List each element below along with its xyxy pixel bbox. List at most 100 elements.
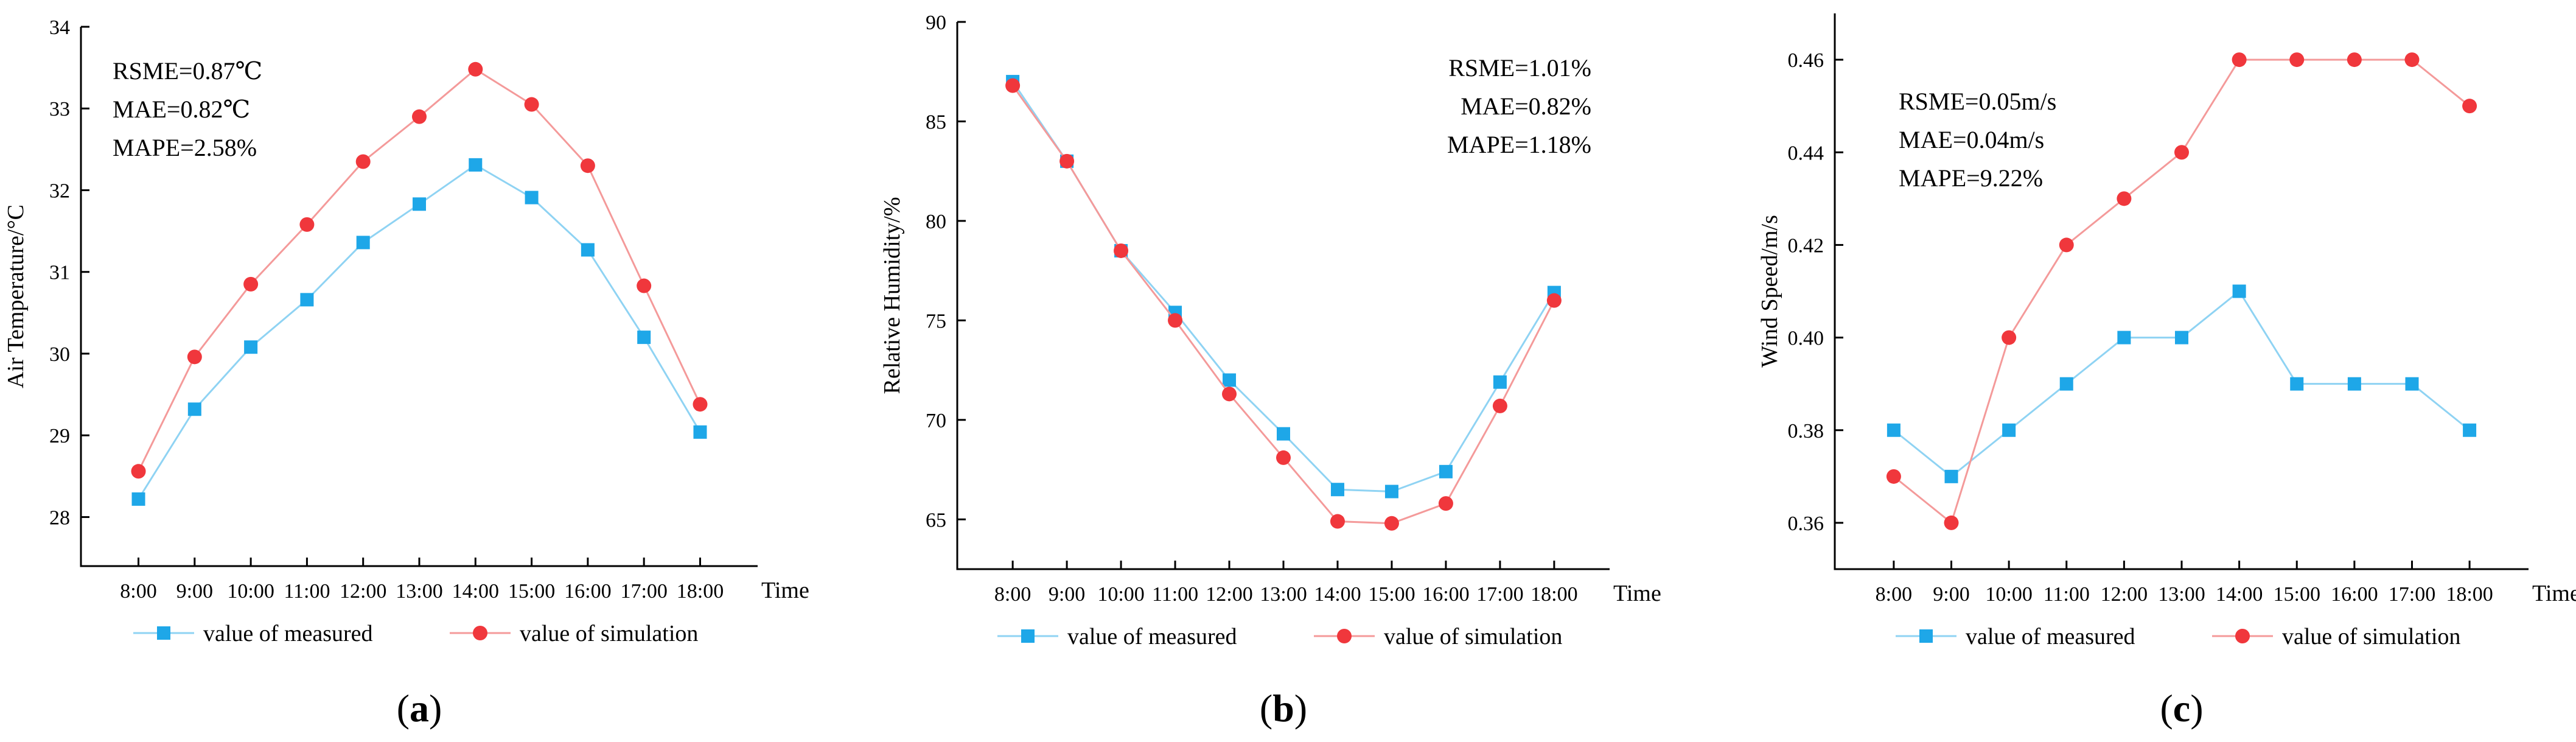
y-tick-label: 0.44: [1788, 142, 1824, 164]
x-tick-label: 8:00: [120, 580, 156, 603]
point-simulation: [2117, 191, 2132, 206]
point-simulation: [2462, 99, 2477, 114]
y-tick-label: 70: [926, 410, 946, 432]
chart-c: 0.36 0.38 0.40 0.42 0.44 0.46 8:00 9:00 10:00 11:…: [1757, 13, 2576, 730]
legend-marker-measured: [1021, 629, 1035, 643]
y-axis-label: Relative Humidity/%: [879, 197, 905, 394]
legend-label-measured: value of measured: [203, 621, 373, 646]
point-measured: [1493, 375, 1507, 389]
y-tick-label: 0.36: [1788, 513, 1824, 535]
series-line-measured: [1893, 290, 2471, 478]
x-tick-label: 13:00: [2158, 583, 2205, 606]
legend-label-simulation: value of simulation: [520, 621, 698, 646]
x-tick-label: 14:00: [1314, 583, 1361, 606]
x-tick-label: 12:00: [2101, 583, 2148, 606]
point-simulation: [1492, 398, 1507, 413]
x-axis-label: Time: [1613, 581, 1661, 606]
point-simulation: [580, 158, 595, 173]
point-measured: [2059, 377, 2073, 391]
x-tick-label: 18:00: [677, 580, 724, 603]
point-simulation: [2059, 237, 2074, 253]
x-tick-label: 17:00: [620, 580, 667, 603]
metric-annotation: MAE=0.04m/s: [1899, 126, 2044, 153]
y-tick-label: 32: [49, 180, 70, 202]
point-measured: [1887, 423, 1901, 437]
point-simulation: [1546, 293, 1562, 308]
metric-annotation: RSME=1.01%: [1448, 54, 1591, 82]
x-tick-label: 8:00: [1876, 583, 1912, 606]
legend-marker-measured: [1919, 629, 1933, 643]
point-measured: [1439, 464, 1453, 478]
point-simulation: [2289, 52, 2305, 68]
metric-annotation: MAPE=1.18%: [1447, 131, 1591, 158]
x-tick-label: 16:00: [2331, 583, 2378, 606]
point-measured: [2347, 377, 2361, 391]
metric-annotation: RSME=0.87℃: [113, 57, 262, 85]
x-tick-label: 15:00: [508, 580, 555, 603]
point-simulation: [637, 278, 652, 293]
point-simulation: [468, 61, 483, 77]
point-measured: [581, 243, 595, 257]
point-measured: [525, 191, 539, 205]
x-tick-label: 10:00: [1097, 583, 1144, 606]
point-measured: [2405, 377, 2419, 391]
point-measured: [1277, 427, 1290, 441]
x-tick-label: 13:00: [1260, 583, 1307, 606]
y-axis-label: Wind Speed/m/s: [1757, 215, 1782, 368]
point-measured: [2463, 423, 2477, 437]
x-tick-label: 10:00: [1985, 583, 2032, 606]
point-simulation: [187, 349, 202, 365]
x-tick-label: 10:00: [227, 580, 274, 603]
point-measured: [2002, 423, 2016, 437]
point-simulation: [1114, 243, 1129, 258]
subfigure-caption: (b): [1260, 687, 1307, 730]
legend-label-measured: value of measured: [1067, 624, 1237, 649]
legend-marker-simulation: [1337, 629, 1352, 643]
y-tick-label: 65: [926, 509, 946, 531]
point-simulation: [1168, 313, 1183, 328]
series-line-simulation: [138, 68, 701, 472]
x-tick-label: 9:00: [1933, 583, 1969, 606]
x-tick-label: 12:00: [1206, 583, 1252, 606]
x-tick-label: 14:00: [2216, 583, 2263, 606]
point-simulation: [2404, 52, 2420, 68]
point-simulation: [2232, 52, 2247, 68]
y-tick-label: 29: [49, 425, 70, 447]
x-tick-label: 16:00: [564, 580, 611, 603]
legend-label-measured: value of measured: [1966, 624, 2135, 649]
point-simulation: [131, 464, 146, 479]
legend-marker-simulation: [2235, 629, 2250, 643]
point-simulation: [1005, 78, 1021, 93]
point-simulation: [524, 97, 539, 112]
point-measured: [693, 425, 707, 439]
x-tick-label: 13:00: [396, 580, 442, 603]
point-simulation: [1944, 515, 1959, 530]
point-simulation: [1384, 516, 1399, 531]
point-simulation: [2347, 52, 2362, 68]
y-tick-label: 0.42: [1788, 234, 1824, 257]
x-tick-label: 9:00: [176, 580, 213, 603]
subfigure-caption: (c): [2160, 687, 2203, 730]
point-simulation: [243, 276, 259, 292]
x-tick-label: 9:00: [1049, 583, 1085, 606]
point-measured: [131, 492, 145, 506]
point-measured: [2232, 284, 2246, 298]
x-tick-label: 17:00: [1476, 583, 1523, 606]
x-tick-label: 11:00: [284, 580, 330, 603]
point-measured: [300, 293, 314, 307]
point-simulation: [299, 217, 315, 232]
y-tick-label: 0.40: [1788, 327, 1824, 350]
y-axis-label: Air Temperature/°C: [3, 205, 29, 388]
x-tick-label: 14:00: [452, 580, 499, 603]
point-measured: [1330, 483, 1344, 497]
point-measured: [1384, 485, 1398, 499]
legend-label-simulation: value of simulation: [2282, 624, 2460, 649]
chart-a: 28 29 30 31 32 33 34 8:00 9:00 10:00 11:00 12:00 13:…: [3, 16, 809, 730]
series-line-measured: [138, 164, 701, 500]
point-simulation: [412, 109, 427, 124]
point-simulation: [1222, 387, 1237, 402]
y-tick-label: 31: [49, 262, 70, 284]
metric-annotation: MAPE=2.58%: [113, 134, 257, 161]
x-tick-label: 15:00: [1368, 583, 1415, 606]
